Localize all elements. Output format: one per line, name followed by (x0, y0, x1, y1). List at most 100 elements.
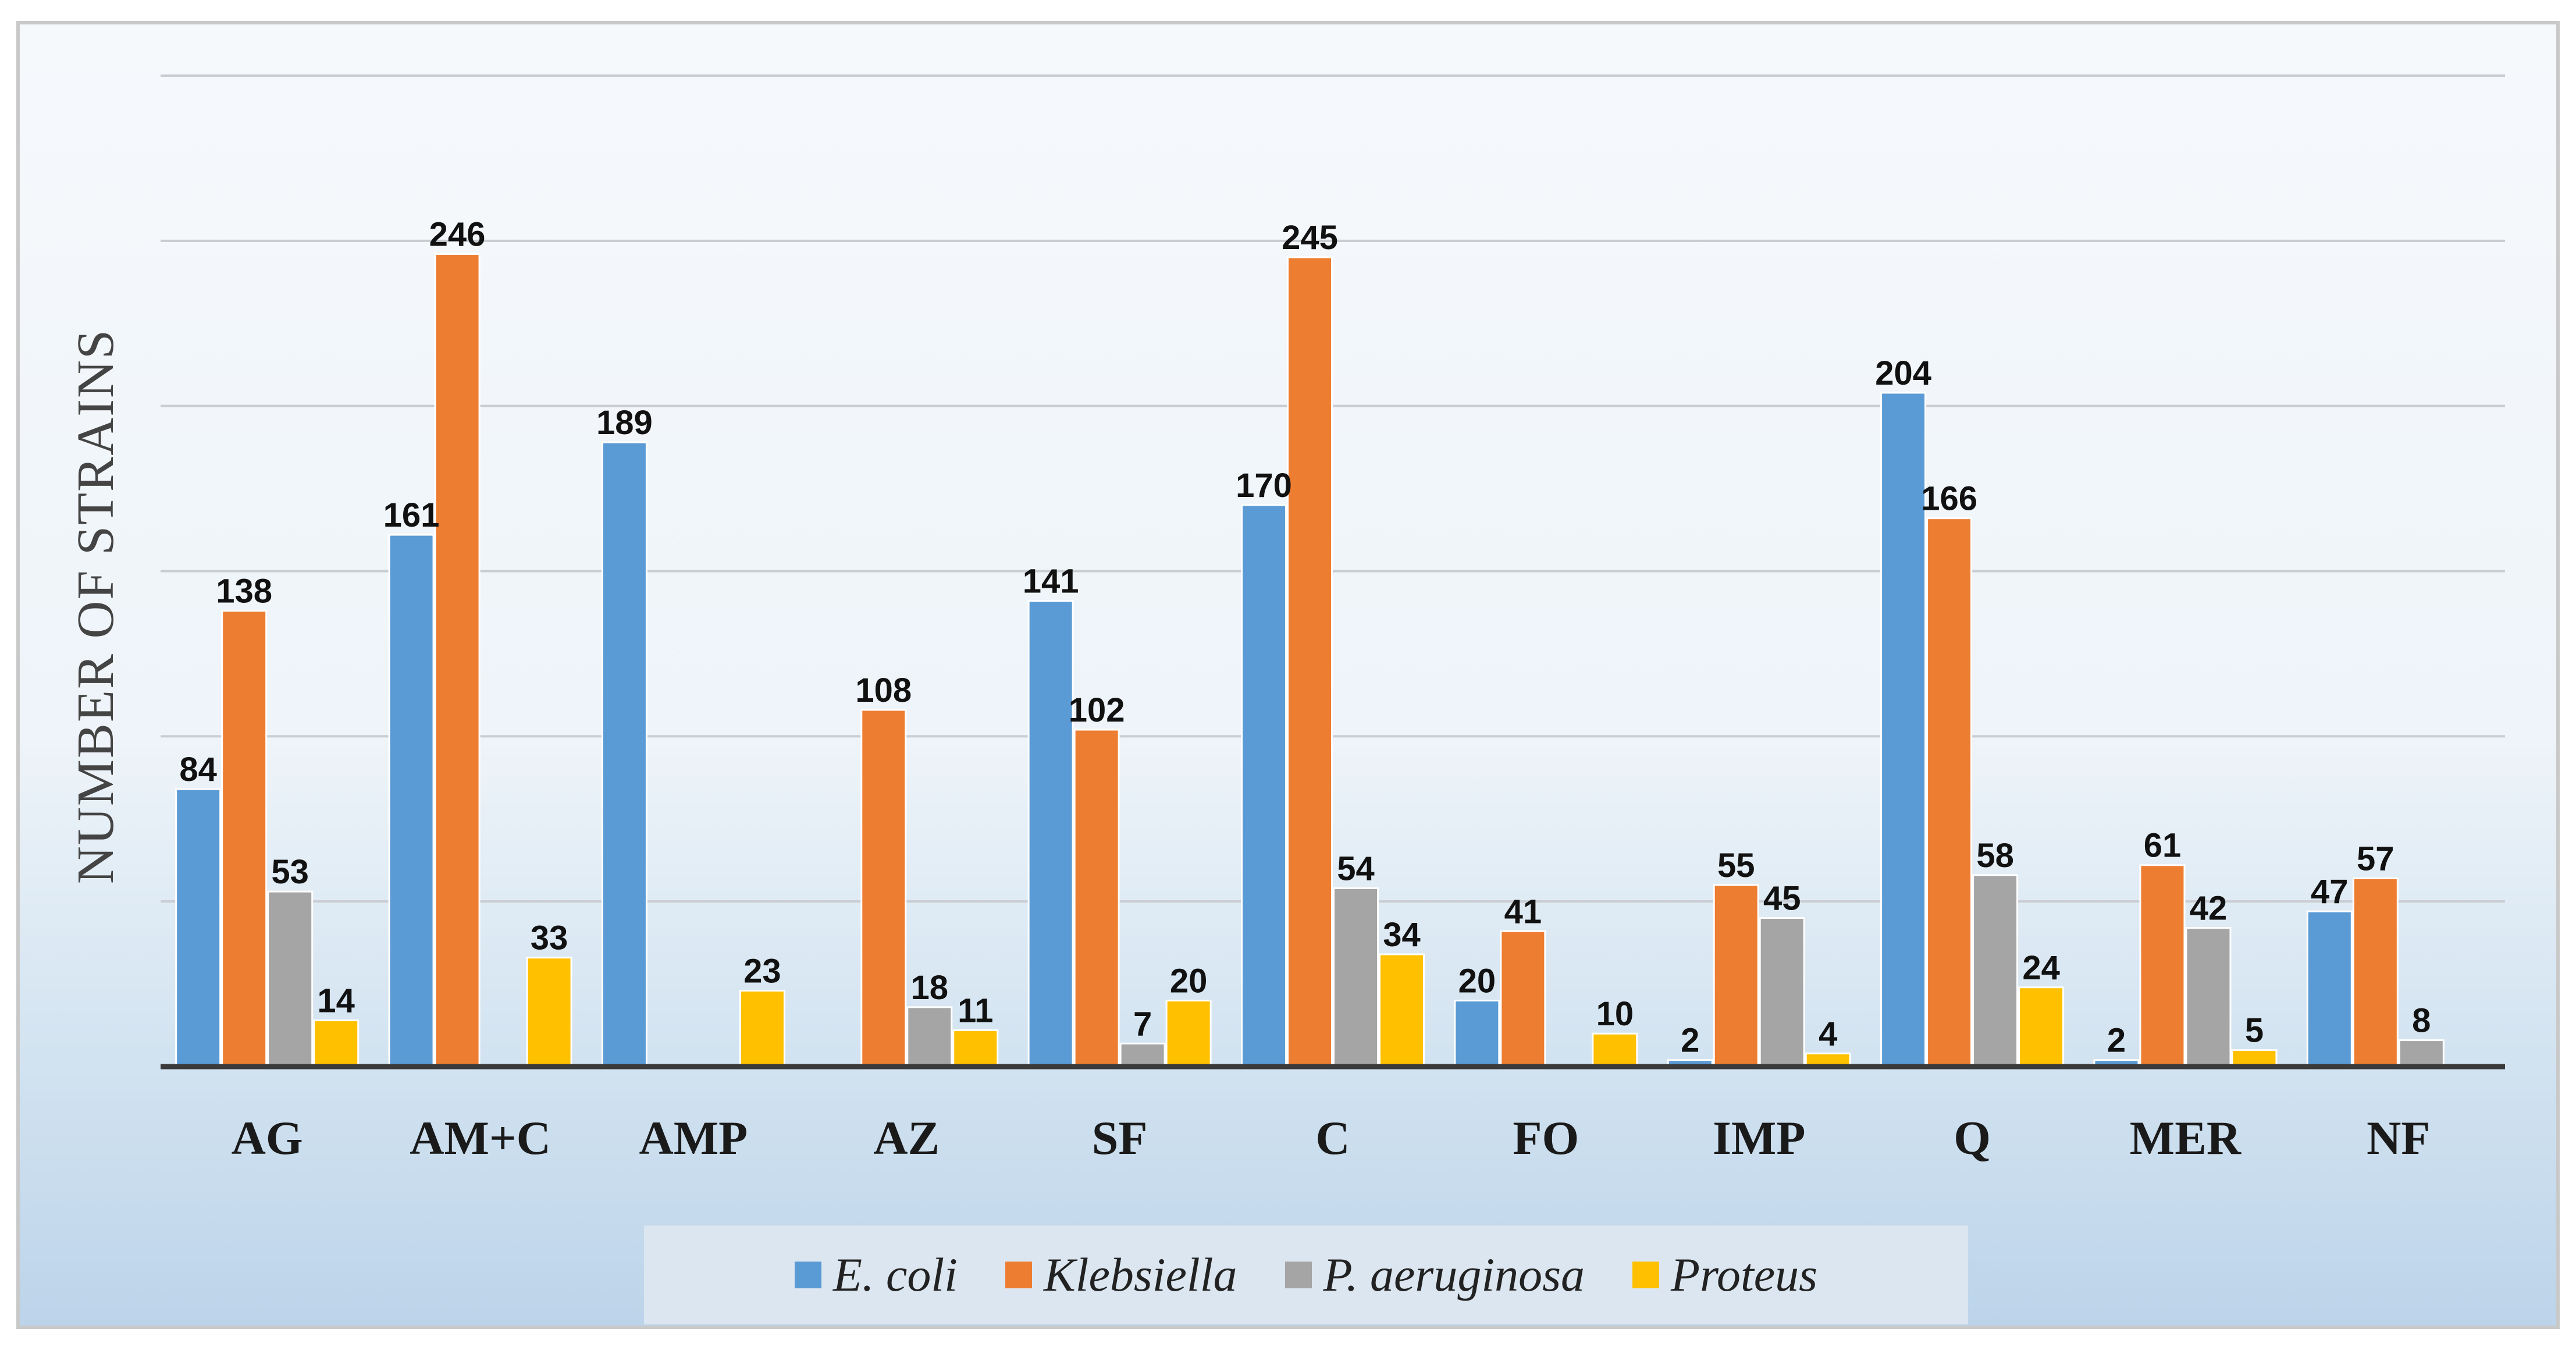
legend-label: Proteus (1671, 1248, 1818, 1301)
bar-Q-E. coli (1880, 392, 1927, 1068)
data-label: 204 (1875, 354, 1931, 392)
data-label: 138 (216, 573, 272, 610)
bar-AG-Klebsiella (221, 610, 268, 1068)
bar-AMP-E. coli (601, 441, 647, 1068)
bar-AZ-Klebsiella (860, 709, 907, 1068)
bar-AG-P. aeruginosa (267, 890, 314, 1068)
x-tick-label: AZ (873, 1111, 940, 1164)
data-label: 2 (2107, 1022, 2126, 1060)
data-label: 10 (1596, 995, 1634, 1033)
bar-NF-Klebsiella (2352, 877, 2399, 1068)
legend-item: Proteus (1632, 1248, 1817, 1302)
bar-AM+C-E. coli (388, 534, 435, 1068)
y-axis-label: NUMBER OF STRAINS (67, 329, 124, 884)
data-label: 102 (1069, 691, 1125, 729)
x-tick-label: C (1315, 1111, 1350, 1164)
bar-AMP-Proteus (739, 989, 785, 1068)
data-label: 18 (911, 969, 949, 1007)
data-label: 7 (1133, 1005, 1152, 1043)
bar-NF-P. aeruginosa (2398, 1039, 2445, 1068)
data-labels: 8413853141612463318923108181114110272017… (179, 216, 2431, 1060)
x-tick-label: NF (2367, 1111, 2430, 1164)
x-tick-label: SF (1092, 1111, 1148, 1164)
data-label: 20 (1170, 962, 1208, 1000)
x-tick-label: AMP (639, 1111, 748, 1164)
bar-AZ-Proteus (952, 1029, 999, 1068)
legend-item: E. coli (794, 1248, 958, 1302)
x-tick-label: AG (232, 1111, 303, 1164)
bar-AG-E. coli (175, 788, 222, 1068)
data-label: 54 (1337, 850, 1375, 887)
data-label: 84 (179, 751, 217, 788)
x-tick-label: FO (1513, 1111, 1579, 1164)
data-label: 245 (1282, 219, 1338, 257)
data-label: 34 (1383, 916, 1421, 954)
data-label: 4 (1819, 1015, 1837, 1053)
bar-NF-E. coli (2306, 910, 2353, 1068)
bar-C-P. aeruginosa (1333, 887, 1379, 1068)
bar-AM+C-Klebsiella (434, 253, 481, 1068)
bar-AZ-P. aeruginosa (906, 1006, 953, 1068)
bar-SF-Proteus (1165, 999, 1212, 1068)
data-label: 170 (1236, 467, 1292, 505)
chart-frame: 84 138 53 14 161 246 33 189 23 108 18 11 141 102 7 20 17… (16, 21, 2560, 1329)
x-tick-labels: AG AM+C AMP AZ SF C FO IMP Q MER NF (232, 1111, 2431, 1164)
x-tick-label: MER (2130, 1111, 2241, 1164)
legend-swatch (794, 1262, 821, 1288)
bar-FO-E. coli (1454, 999, 1500, 1068)
legend-swatch (1632, 1262, 1660, 1288)
bar-SF-E. coli (1027, 600, 1074, 1068)
legend-label: P. aeruginosa (1323, 1248, 1585, 1301)
bar-Q-Proteus (2018, 986, 2065, 1068)
data-label: 11 (958, 992, 993, 1030)
data-label: 42 (2190, 890, 2228, 928)
data-label: 61 (2144, 827, 2182, 865)
data-label: 5 (2245, 1012, 2264, 1050)
data-label: 161 (383, 496, 440, 534)
legend-label: Klebsiella (1043, 1248, 1237, 1301)
bar-IMP-Klebsiella (1713, 884, 1759, 1068)
data-label: 20 (1458, 962, 1496, 1000)
bar-Q-Klebsiella (1926, 517, 1973, 1068)
data-label: 58 (1976, 837, 2014, 875)
bar-IMP-P. aeruginosa (1759, 917, 1805, 1068)
data-label: 41 (1504, 893, 1542, 930)
data-label: 55 (1717, 847, 1755, 884)
data-label: 14 (317, 982, 355, 1020)
data-label: 2 (1681, 1022, 1699, 1060)
data-label: 47 (2311, 873, 2349, 911)
bar-MER-P. aeruginosa (2185, 927, 2232, 1068)
bar-C-Proteus (1379, 953, 1425, 1068)
data-label: 24 (2022, 949, 2060, 987)
legend-swatch (1285, 1262, 1312, 1288)
data-label: 33 (531, 919, 568, 957)
bar-FO-Proteus (1592, 1032, 1638, 1068)
data-label: 141 (1023, 563, 1079, 601)
bar-C-Klebsiella (1287, 256, 1333, 1068)
legend-swatch (1005, 1262, 1032, 1288)
bar-AG-Proteus (313, 1019, 360, 1068)
bar-Q-P. aeruginosa (1972, 874, 2019, 1068)
bar-MER-Klebsiella (2139, 864, 2186, 1068)
bar-SF-P. aeruginosa (1119, 1042, 1166, 1068)
data-label: 189 (596, 404, 653, 442)
legend-item: Klebsiella (1005, 1248, 1237, 1302)
data-label: 57 (2357, 840, 2394, 878)
bar-AM+C-Proteus (526, 957, 572, 1068)
x-tick-label: Q (1954, 1111, 1991, 1164)
data-label: 53 (271, 853, 309, 891)
bar-chart: 8413853141612463318923108181114110272017… (67, 74, 2505, 1164)
bars (175, 253, 2445, 1068)
data-label: 45 (1763, 880, 1801, 918)
data-label: 246 (429, 216, 486, 254)
x-tick-label: AM+C (410, 1111, 551, 1164)
data-label: 166 (1921, 480, 1977, 518)
legend: E. coli Klebsiella P. aeruginosa Proteus (644, 1225, 1968, 1324)
bar-FO-Klebsiella (1500, 930, 1546, 1068)
x-tick-label: IMP (1713, 1111, 1805, 1164)
data-label: 23 (743, 952, 781, 990)
legend-item: P. aeruginosa (1285, 1248, 1585, 1302)
bar-SF-Klebsiella (1073, 729, 1120, 1068)
legend-label: E. coli (832, 1248, 958, 1301)
bar-C-E. coli (1241, 504, 1287, 1068)
